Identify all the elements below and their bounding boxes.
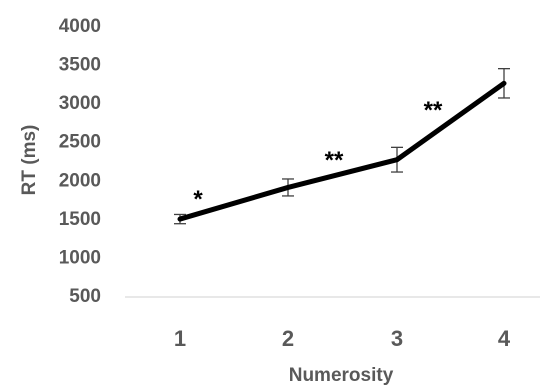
y-axis-title: RT (ms) bbox=[19, 125, 40, 196]
y-tick-label: 3500 bbox=[59, 55, 101, 76]
y-tick-labels: 500 1000 1500 2000 2500 3000 3500 4000 bbox=[59, 16, 101, 307]
y-tick-label: 1500 bbox=[59, 209, 101, 230]
x-tick-label: 4 bbox=[498, 326, 511, 351]
series-line bbox=[177, 80, 507, 222]
significance-marker: ** bbox=[424, 97, 443, 124]
y-tick-label: 4000 bbox=[59, 16, 101, 37]
x-axis-title: Numerosity bbox=[289, 365, 394, 386]
significance-marker: ** bbox=[325, 147, 344, 174]
y-tick-label: 2000 bbox=[59, 170, 101, 191]
significance-markers: ***** bbox=[193, 97, 443, 213]
y-tick-label: 2500 bbox=[59, 132, 101, 153]
x-tick-label: 3 bbox=[391, 326, 403, 351]
x-tick-label: 2 bbox=[282, 326, 294, 351]
y-tick-label: 500 bbox=[69, 286, 101, 307]
y-tick-label: 1000 bbox=[59, 247, 101, 268]
x-tick-label: 1 bbox=[174, 326, 186, 351]
x-tick-labels: 1 2 3 4 bbox=[174, 326, 511, 351]
significance-marker: * bbox=[193, 186, 203, 213]
y-tick-label: 3000 bbox=[59, 93, 101, 114]
